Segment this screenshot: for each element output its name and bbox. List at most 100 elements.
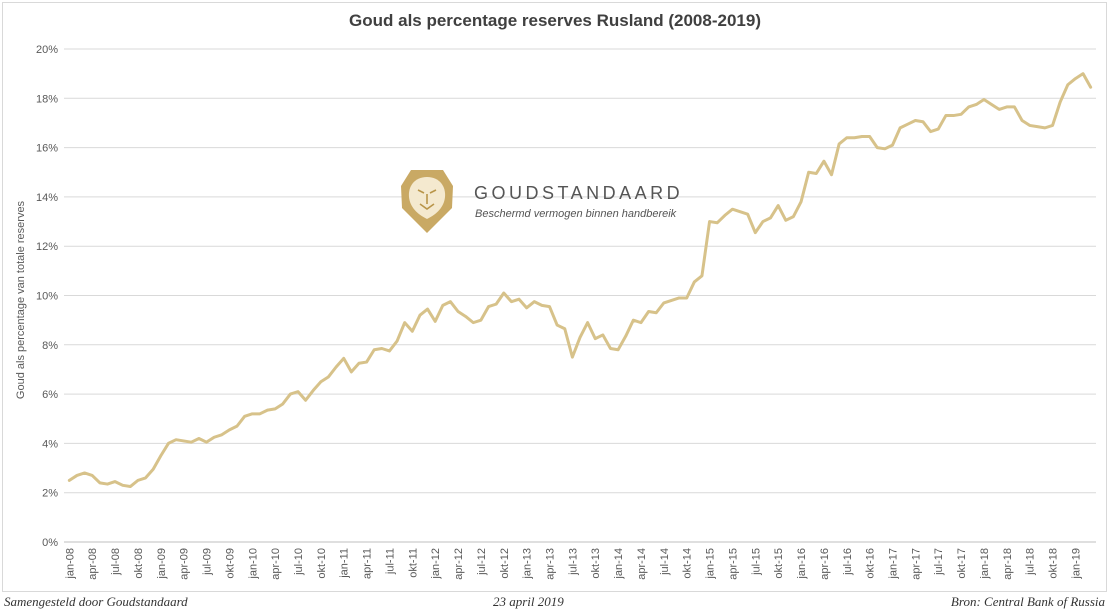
x-tick-label: jul-10 [293,548,305,576]
data-point [136,479,140,482]
data-point [693,280,696,284]
data-point [1089,86,1092,89]
data-point [677,296,681,300]
x-tick-label: jul-08 [110,548,122,576]
data-point [334,365,338,369]
x-tick-label: jul-11 [384,548,396,575]
data-point [418,314,422,317]
x-tick-label: jan-13 [522,548,534,580]
y-tick-label: 2% [42,488,58,500]
data-point [91,474,94,477]
y-tick-label: 10% [36,291,58,303]
x-tick-label: okt-18 [1048,548,1060,579]
data-point [891,143,894,147]
x-tick-label: jan-09 [156,548,168,580]
x-tick-label: jul-17 [933,548,945,576]
data-point [258,412,262,416]
x-tick-label: jan-16 [796,548,808,580]
data-point [373,348,376,351]
data-point [441,304,445,307]
watermark-tagline: Beschermd vermogen binnen handbereik [475,208,677,220]
data-point [708,220,711,223]
line-chart: Goud als percentage reserves Rusland (20… [15,11,1096,580]
data-point [830,173,833,176]
data-point [456,310,460,313]
x-tick-label: apr-08 [87,548,99,580]
data-point [624,334,627,338]
x-tick-label: apr-15 [727,548,739,580]
data-point [860,135,864,138]
x-tick-label: apr-09 [179,548,191,580]
data-point [403,321,406,324]
data-point [228,428,231,432]
x-tick-label: jan-11 [339,548,351,579]
x-tick-label: jan-19 [1070,548,1082,580]
data-point [212,436,216,439]
x-tick-label: okt-12 [499,548,511,579]
y-tick-label: 18% [36,93,58,105]
x-tick-label: okt-14 [682,548,694,579]
x-tick-label: jul-13 [567,548,579,576]
data-point [952,114,955,117]
x-tick-label: okt-09 [224,548,236,579]
data-point [647,310,650,313]
data-point [144,476,147,480]
x-tick-label: jul-12 [476,548,488,576]
y-tick-label: 16% [36,143,58,155]
data-point [289,392,292,396]
data-point [959,113,963,116]
y-tick-label: 12% [36,241,58,253]
data-point [632,318,635,322]
data-point [502,291,505,295]
data-point [837,142,841,146]
data-point [876,146,879,149]
data-point [815,172,818,175]
data-point [586,321,589,324]
x-tick-label: apr-17 [910,548,922,580]
data-point [517,297,521,301]
watermark-brand: GOUDSTANDAARD [474,183,683,203]
data-point [479,318,483,322]
data-point [929,130,932,133]
data-point [982,98,986,101]
data-point [746,212,749,216]
data-point [662,301,666,305]
data-point [776,204,780,207]
data-point [251,412,254,416]
data-point [433,320,437,323]
data-point [426,307,429,311]
data-point [1028,124,1031,127]
data-point [555,323,559,327]
y-axis-ticks: 0% 2% 4% 6% 8% 10% 12% 14% 16% 18% 20% [36,44,58,549]
data-point [1074,77,1077,80]
data-point [525,306,528,310]
data-point [616,348,620,351]
data-point [464,315,467,318]
x-tick-label: okt-08 [133,548,145,579]
data-point [357,362,361,365]
x-tick-label: jul-09 [202,548,214,576]
data-point [685,296,688,300]
data-point [761,220,765,223]
data-point [388,349,391,353]
data-point [197,437,201,440]
data-point [1058,100,1062,104]
data-point [98,481,102,485]
x-tick-label: jul-16 [842,548,854,576]
goudstandaard-watermark: GOUDSTANDAARD Beschermd vermogen binnen … [401,170,683,233]
y-tick-label: 20% [36,44,58,56]
data-point [807,171,810,174]
data-point [327,375,330,379]
y-axis-label: Goud als percentage van totale reserves [15,200,27,399]
data-point [540,304,544,307]
data-point [609,347,612,350]
data-point [990,103,993,106]
data-point [799,200,803,204]
data-point [975,103,978,106]
data-point [510,300,513,303]
data-point [845,136,848,139]
data-point [998,108,1001,111]
data-point [769,216,772,220]
data-point [342,357,345,360]
data-point [937,127,940,131]
